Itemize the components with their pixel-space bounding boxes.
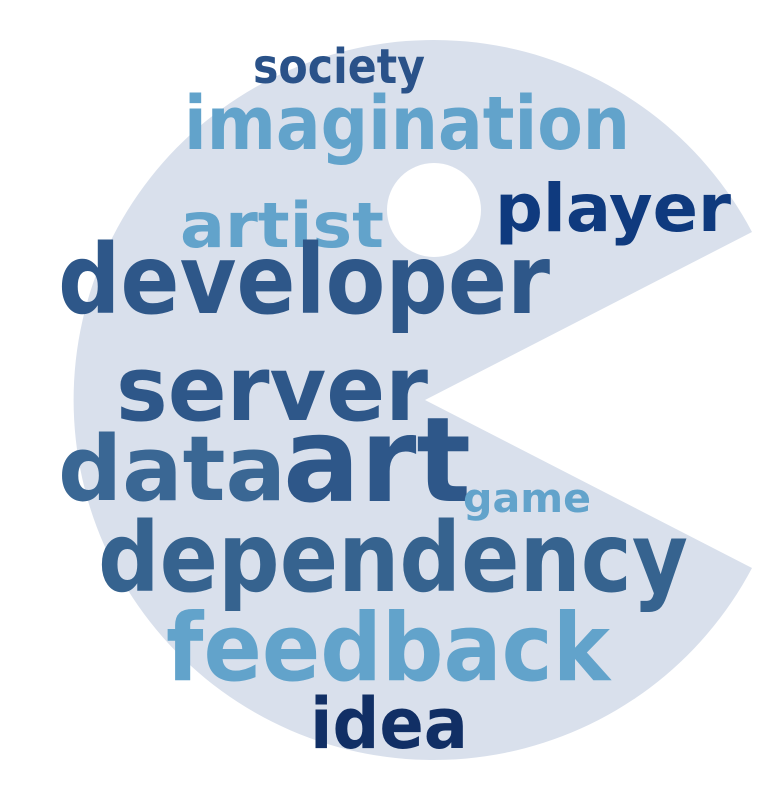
word-feedback: feedback (166, 594, 612, 703)
word-artist: artist (180, 189, 384, 262)
pacman-eye (387, 163, 481, 257)
word-player: player (495, 170, 731, 247)
word-art: art (283, 391, 471, 529)
word-dependency: dependency (98, 502, 688, 614)
word-idea: idea (310, 683, 468, 765)
word-server: server (116, 337, 429, 442)
pacman-shape (73, 39, 753, 760)
word-developer: developer (58, 224, 551, 336)
word-society: society (253, 39, 425, 95)
word-game: game (463, 476, 591, 522)
word-data: data (58, 417, 286, 522)
word-imagination: imagination (184, 81, 630, 167)
